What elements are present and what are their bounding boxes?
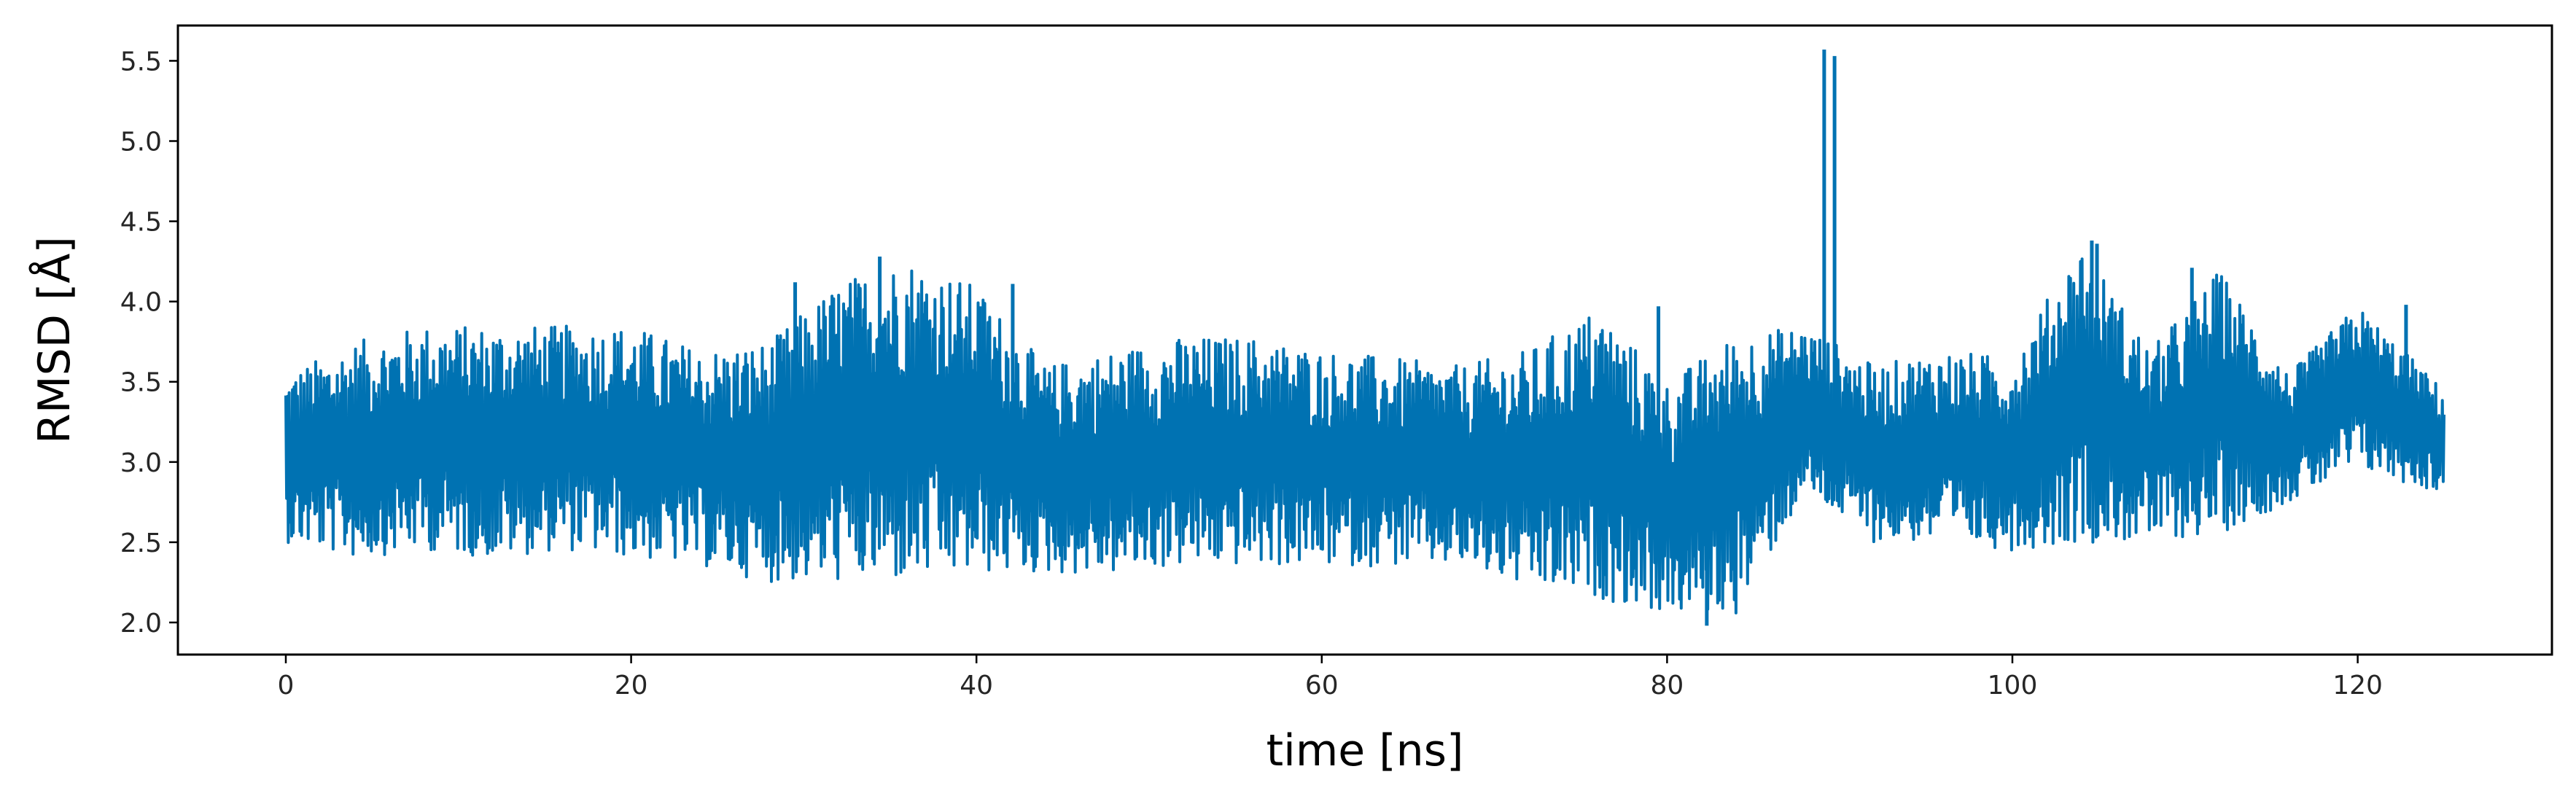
y-tick-label: 3.0 (120, 448, 162, 478)
y-tick-label: 2.5 (120, 528, 162, 558)
y-tick-label: 4.5 (120, 208, 162, 238)
y-tick-label: 3.5 (120, 368, 162, 398)
x-axis: 0 20 40 60 80 100 120 (278, 655, 2383, 700)
x-tick-label: 40 (960, 671, 993, 700)
x-tick-label: 60 (1305, 671, 1339, 700)
x-tick-label: 0 (278, 671, 295, 700)
x-tick-label: 80 (1650, 671, 1684, 700)
series-line (284, 257, 2445, 614)
y-tick-label: 2.0 (120, 609, 162, 639)
y-tick-label: 5.0 (120, 128, 162, 157)
y-axis-label: RMSD [Å] (28, 236, 80, 444)
x-tick-label: 100 (1988, 671, 2038, 700)
y-tick-label: 4.0 (120, 288, 162, 318)
x-tick-label: 20 (615, 671, 648, 700)
y-tick-label: 5.5 (120, 47, 162, 77)
x-axis-label: time [ns] (1266, 725, 1464, 776)
rmsd-series (284, 50, 2445, 626)
plot-frame (176, 24, 2553, 656)
x-tick-label: 120 (2332, 671, 2383, 700)
y-axis: 2.0 2.5 3.0 3.5 4.0 4.5 5.0 5.5 (120, 47, 178, 639)
